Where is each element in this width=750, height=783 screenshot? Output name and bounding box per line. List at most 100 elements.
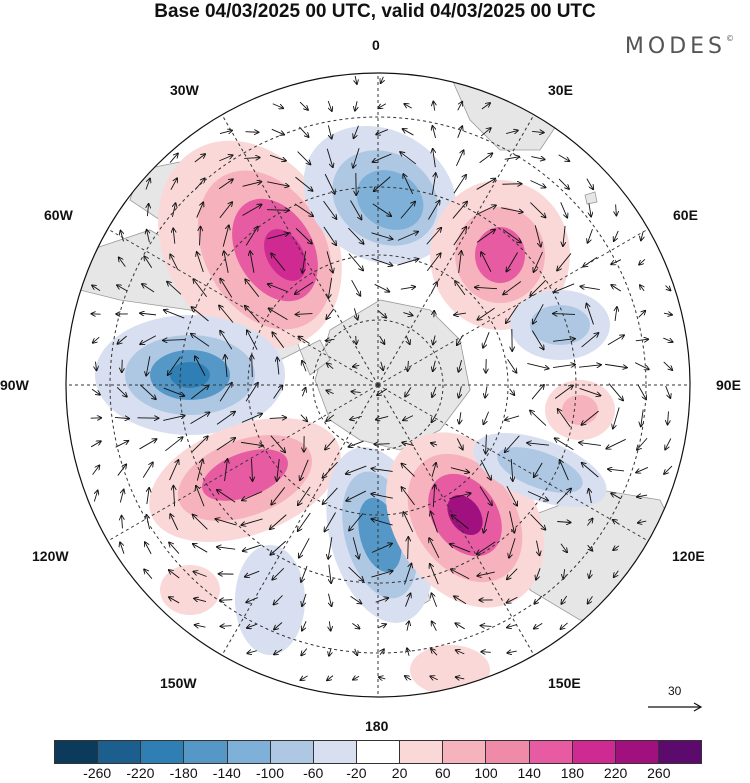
wind-vector-arrow <box>563 569 564 579</box>
wind-vector-arrow <box>588 596 593 603</box>
wind-vector-arrow <box>433 360 436 371</box>
wind-vector-arrow <box>271 487 286 504</box>
colorbar-swatch <box>571 741 615 763</box>
wind-vector-arrow <box>371 469 393 472</box>
wind-vector-arrow <box>196 202 204 218</box>
wind-vector-arrow <box>457 102 462 111</box>
wind-vector-arrow <box>270 514 287 530</box>
wind-vector-arrow <box>507 651 517 653</box>
wind-vector-arrow <box>144 256 153 268</box>
wind-vector-arrow <box>328 277 333 298</box>
wind-vector-arrow <box>481 626 492 627</box>
wind-vector-arrow <box>558 178 569 189</box>
colorbar-swatch <box>269 741 313 763</box>
lon-label-150w: 150W <box>160 675 197 691</box>
wind-vector-arrow <box>561 595 568 604</box>
wind-vector-arrow <box>326 414 335 421</box>
wind-vector-arrow <box>408 537 409 560</box>
wind-vector-arrow <box>300 459 309 480</box>
wind-vector-arrow <box>169 153 178 163</box>
wind-vector-arrow <box>581 410 599 425</box>
wind-vector-arrow <box>579 365 601 367</box>
wind-vector-arrow <box>219 155 232 162</box>
wind-vector-arrow <box>480 459 491 480</box>
wind-vector-arrow <box>533 251 543 272</box>
wind-vector-arrow <box>147 488 149 505</box>
wind-vector-arrow <box>219 305 234 323</box>
lon-label-60e: 60E <box>673 207 698 223</box>
wind-vector-arrow <box>453 175 466 194</box>
wind-vector-arrow <box>246 597 259 603</box>
wind-vector-arrow <box>403 313 412 316</box>
wind-vector-arrow <box>477 541 496 554</box>
wind-vector-arrow <box>169 542 180 554</box>
wind-vector-arrow <box>302 388 305 397</box>
wind-vector-arrow <box>406 335 410 344</box>
wind-vector-arrow <box>145 542 152 555</box>
wind-vector-arrow <box>502 229 521 243</box>
wind-vector-arrow <box>507 358 517 373</box>
colorbar <box>54 740 702 764</box>
wind-vector-arrow <box>217 490 236 503</box>
colorbar-tick-label: -140 <box>212 765 241 781</box>
wind-vector-arrow <box>371 494 393 499</box>
wind-vector-arrow <box>616 204 617 216</box>
wind-vector-arrow <box>481 103 490 110</box>
wind-vector-arrow <box>122 516 123 529</box>
wind-vector-arrow <box>408 360 409 371</box>
wind-vector-arrow <box>456 677 465 679</box>
wind-vector-arrow <box>220 331 233 350</box>
wind-vector-arrow <box>403 174 414 195</box>
wind-vector-arrow <box>638 311 646 318</box>
wind-vector-arrow <box>242 204 261 216</box>
colorbar-tick-label: -220 <box>126 765 155 781</box>
wind-vector-arrow <box>531 157 544 160</box>
wind-vector-arrow <box>371 258 393 265</box>
wind-vector-arrow <box>267 233 288 240</box>
wind-vector-arrow <box>579 443 601 446</box>
wind-vector-arrow <box>506 252 518 272</box>
wind-vector-arrow <box>456 650 465 654</box>
wind-vector-arrow <box>404 104 412 109</box>
wind-vector-arrow <box>506 486 517 505</box>
wind-vector-arrow <box>371 543 392 553</box>
wind-vector-arrow <box>379 335 385 344</box>
wind-vector-arrow <box>144 569 153 579</box>
wind-vector-arrow <box>168 356 181 375</box>
wind-vector-arrow <box>407 621 409 631</box>
wind-vector-arrow <box>277 459 279 481</box>
wind-vector-arrow <box>563 225 565 246</box>
wind-vector-arrow <box>431 649 438 656</box>
lon-label-30e: 30E <box>548 82 573 98</box>
wind-vector-arrow <box>323 200 337 219</box>
colorbar-tick-label: -20 <box>346 765 367 781</box>
wind-vector-arrow <box>530 279 547 296</box>
wind-vector-arrow <box>220 279 233 298</box>
wind-vector-arrow <box>430 676 438 679</box>
meridian-line <box>107 384 379 542</box>
wind-vector-arrow <box>611 493 622 500</box>
wind-vector-arrow <box>401 464 415 477</box>
wind-vector-arrow <box>329 648 331 656</box>
wind-vector-arrow <box>252 355 253 378</box>
wind-vector-arrow <box>481 252 492 273</box>
meridian-line <box>107 228 379 386</box>
wind-vector-arrow <box>193 515 208 530</box>
wind-vector-arrow <box>431 593 438 607</box>
wind-vector-arrow <box>663 361 672 370</box>
wind-vector-arrow <box>272 332 285 348</box>
wind-vector-arrow <box>530 180 545 187</box>
wind-vector-arrow <box>405 593 410 607</box>
colorbar-swatch <box>355 741 400 763</box>
wind-vector-arrow <box>504 157 520 160</box>
polar-stereographic-map <box>65 72 691 698</box>
wind-vector-arrow <box>639 258 646 264</box>
wind-vector-arrow <box>459 386 462 397</box>
wind-vector-arrow <box>220 600 233 601</box>
wind-vector-arrow <box>405 676 412 680</box>
antarctica-land <box>314 299 471 451</box>
wind-vector-arrow <box>349 513 364 530</box>
wind-vector-arrow <box>191 385 208 400</box>
wind-vector-arrow <box>431 173 435 195</box>
wind-vector-arrow <box>219 383 232 402</box>
